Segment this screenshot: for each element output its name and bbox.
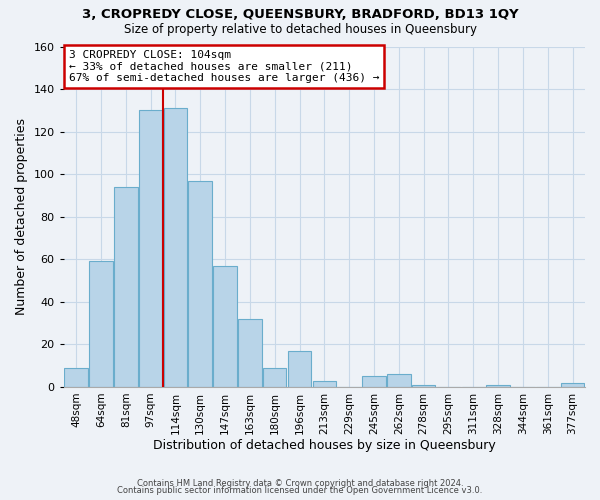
- Bar: [362, 376, 386, 387]
- Bar: [288, 351, 311, 387]
- Bar: [164, 108, 187, 387]
- Bar: [412, 385, 436, 387]
- Bar: [213, 266, 237, 387]
- Bar: [238, 319, 262, 387]
- Bar: [263, 368, 286, 387]
- Bar: [387, 374, 410, 387]
- X-axis label: Distribution of detached houses by size in Queensbury: Distribution of detached houses by size …: [153, 440, 496, 452]
- Text: 3, CROPREDY CLOSE, QUEENSBURY, BRADFORD, BD13 1QY: 3, CROPREDY CLOSE, QUEENSBURY, BRADFORD,…: [82, 8, 518, 20]
- Bar: [561, 382, 584, 387]
- Text: Size of property relative to detached houses in Queensbury: Size of property relative to detached ho…: [124, 22, 476, 36]
- Bar: [114, 187, 137, 387]
- Text: 3 CROPREDY CLOSE: 104sqm
← 33% of detached houses are smaller (211)
67% of semi-: 3 CROPREDY CLOSE: 104sqm ← 33% of detach…: [69, 50, 379, 83]
- Bar: [487, 385, 510, 387]
- Bar: [89, 262, 113, 387]
- Bar: [64, 368, 88, 387]
- Bar: [313, 380, 336, 387]
- Bar: [139, 110, 163, 387]
- Text: Contains HM Land Registry data © Crown copyright and database right 2024.: Contains HM Land Registry data © Crown c…: [137, 478, 463, 488]
- Text: Contains public sector information licensed under the Open Government Licence v3: Contains public sector information licen…: [118, 486, 482, 495]
- Y-axis label: Number of detached properties: Number of detached properties: [15, 118, 28, 315]
- Bar: [188, 180, 212, 387]
